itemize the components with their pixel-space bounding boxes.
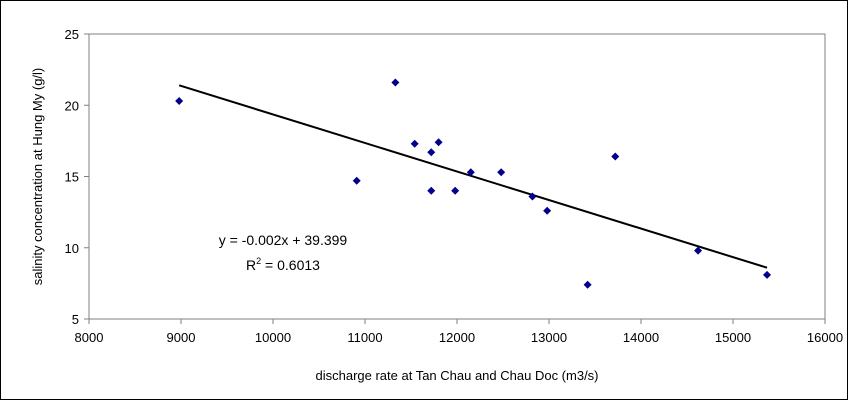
data-point	[410, 139, 419, 148]
x-tick-label: 8000	[75, 330, 104, 345]
x-tick-label: 13000	[531, 330, 567, 345]
x-tick-label: 11000	[347, 330, 382, 345]
data-point	[694, 246, 703, 255]
x-axis-label: discharge rate at Tan Chau and Chau Doc …	[315, 368, 598, 383]
data-point	[427, 186, 436, 195]
trendline-equation: y = -0.002x + 39.399	[219, 232, 348, 248]
y-tick-label: 20	[65, 98, 79, 113]
plot-area	[88, 33, 826, 320]
x-tick-label: 15000	[715, 330, 751, 345]
data-point	[391, 78, 400, 87]
data-point	[352, 176, 361, 185]
x-tick-label: 9000	[167, 330, 196, 345]
data-point	[528, 192, 537, 201]
data-point	[763, 270, 772, 279]
axis-ticks	[84, 33, 826, 324]
data-point	[451, 186, 460, 195]
x-tick-labels: 8000 9000 10000 11000 12000 13000 14000 15000 16…	[75, 330, 844, 345]
data-point	[497, 168, 506, 177]
data-point	[175, 96, 184, 105]
x-tick-label: 12000	[439, 330, 475, 345]
data-point	[611, 152, 620, 161]
y-tick-labels: 5 10 15 20 25	[65, 27, 79, 327]
y-axis-label: salinity concentration at Hung My (g/l)	[30, 68, 45, 285]
x-tick-label: 10000	[255, 330, 291, 345]
y-tick-label: 5	[72, 312, 79, 327]
r-squared-label: R2 = 0.6013	[246, 256, 320, 273]
y-tick-label: 15	[65, 170, 79, 185]
x-tick-label: 14000	[623, 330, 659, 345]
r-squared-superscript: 2	[256, 256, 261, 266]
data-point	[427, 148, 436, 157]
data-point	[434, 138, 443, 147]
y-tick-label: 25	[65, 27, 79, 42]
y-tick-label: 10	[65, 241, 79, 256]
x-tick-label: 16000	[807, 330, 843, 345]
data-point	[466, 168, 475, 177]
data-point	[583, 280, 592, 289]
r-squared-prefix: R	[246, 257, 256, 273]
linear-trendline	[178, 84, 768, 269]
data-points	[175, 78, 772, 289]
r-squared-value: = 0.6013	[261, 257, 320, 273]
data-point	[543, 206, 552, 215]
